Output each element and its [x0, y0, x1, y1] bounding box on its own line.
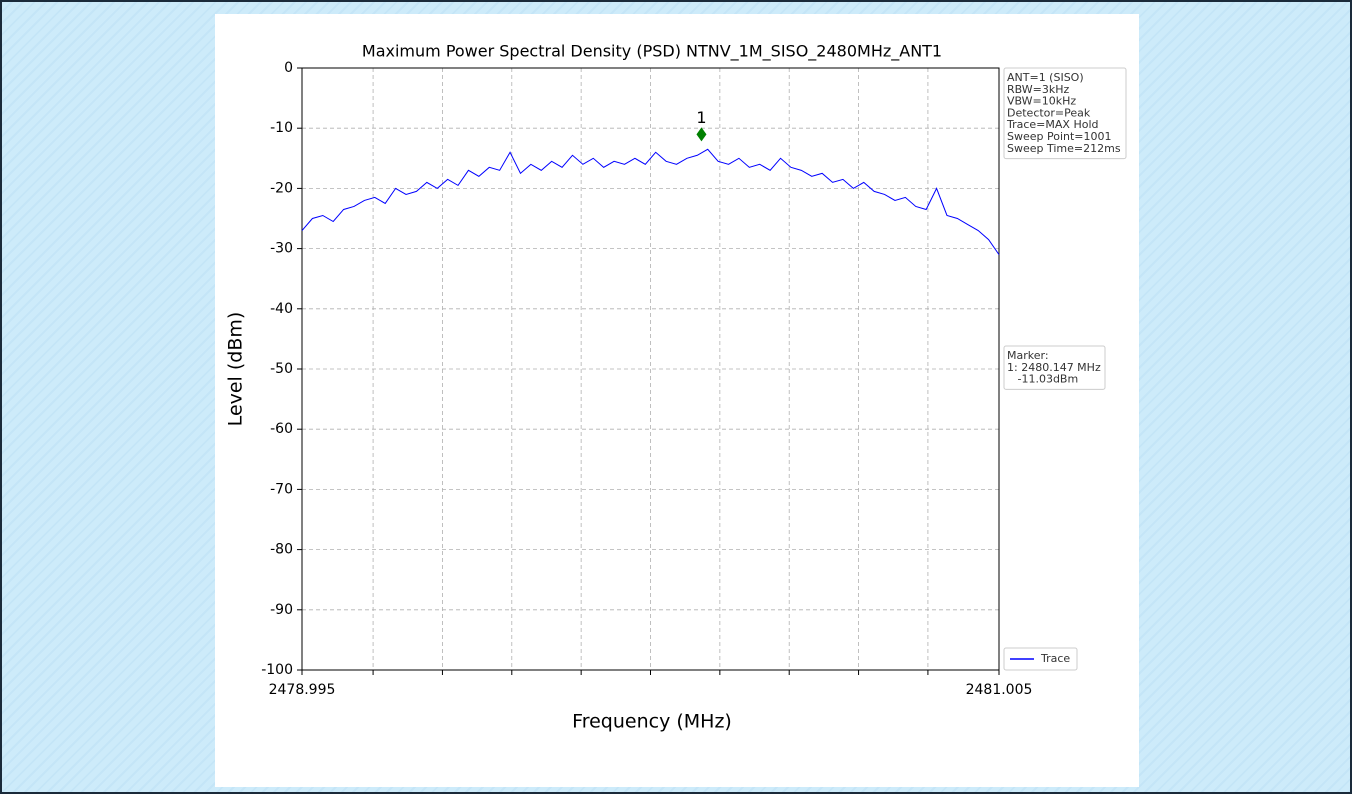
marker-box	[1003, 345, 1106, 390]
y-tick-label: 0	[284, 60, 293, 76]
x-axis-label: Frequency (MHz)	[572, 711, 732, 733]
plot-frame	[301, 67, 1000, 671]
marker-label: 1	[696, 108, 706, 127]
peak-marker	[696, 127, 707, 142]
y-tick-label: -90	[270, 602, 293, 618]
marker-box-text: Marker:	[1007, 349, 1049, 362]
settings-box-text: ANT=1 (SISO)	[1007, 71, 1084, 84]
y-tick-label: -70	[270, 481, 293, 497]
trace-line	[301, 148, 1000, 255]
y-tick-label: -20	[270, 180, 293, 196]
legend-label: Trace	[1040, 652, 1070, 665]
marker-box-text: -11.03dBm	[1007, 373, 1078, 386]
settings-box-text: Sweep Point=1001	[1007, 130, 1112, 143]
y-tick-label: -80	[270, 542, 293, 558]
y-tick-label: -40	[270, 301, 293, 317]
settings-box-text: Sweep Time=212ms	[1007, 142, 1121, 155]
y-tick-label: -10	[270, 120, 293, 136]
legend-box	[1003, 647, 1078, 671]
settings-box-text: RBW=3kHz	[1007, 83, 1070, 96]
chart-title: Maximum Power Spectral Density (PSD) NTN…	[362, 42, 942, 62]
x-tick-label: 2481.005	[966, 682, 1033, 698]
chart-panel	[215, 14, 1139, 787]
y-tick-label: -60	[270, 421, 293, 437]
y-tick-label: -100	[261, 662, 293, 678]
y-tick-label: -50	[270, 361, 293, 377]
y-tick-label: -30	[270, 241, 293, 257]
settings-box	[1003, 67, 1127, 160]
x-tick-label: 2478.995	[269, 682, 336, 698]
marker-box-text: 1: 2480.147 MHz	[1007, 361, 1101, 374]
y-axis-label: Level (dBm)	[225, 312, 247, 427]
settings-box-text: Detector=Peak	[1007, 106, 1091, 119]
settings-box-text: Trace=MAX Hold	[1006, 118, 1099, 131]
settings-box-text: VBW=10kHz	[1007, 95, 1076, 108]
